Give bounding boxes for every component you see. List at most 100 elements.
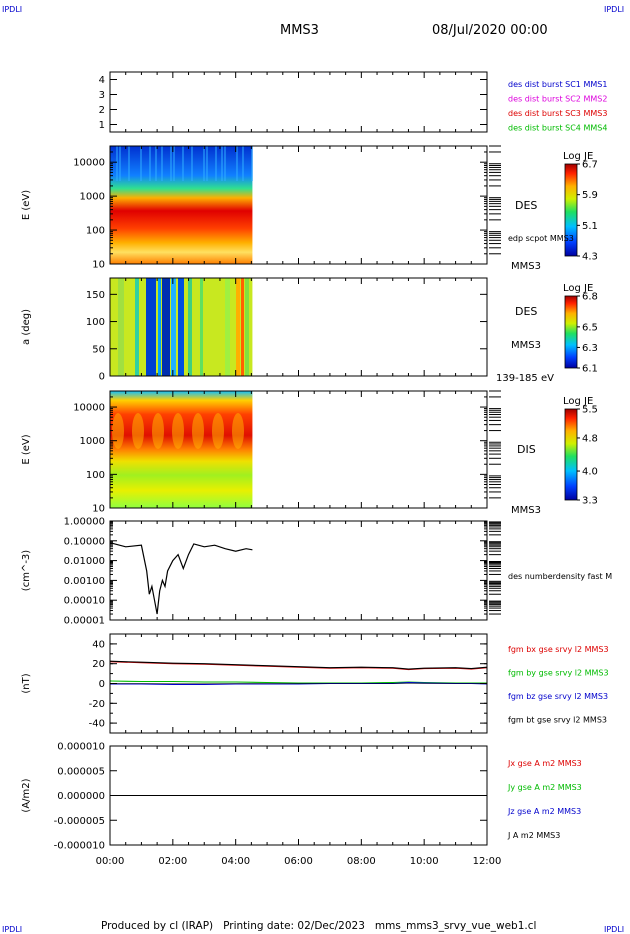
pitch-stripe xyxy=(135,278,139,376)
data-layer xyxy=(109,542,488,796)
des-energy-spectrogram xyxy=(110,146,253,264)
y-tick-label: 1000 xyxy=(80,436,105,447)
colorbar-tick-label: 6.5 xyxy=(582,322,598,333)
y-tick-label: 2 xyxy=(99,105,105,116)
spectrogram-blob xyxy=(212,413,224,449)
x-tick-label: 02:00 xyxy=(158,856,187,867)
x-tick-label: 08:00 xyxy=(347,856,376,867)
spectrogram-stripe xyxy=(149,146,151,181)
spectrogram-stripe xyxy=(251,146,253,181)
y-tick-label: 0 xyxy=(99,372,105,383)
energy-range-label: 139-185 eV xyxy=(496,373,554,384)
legend-entry: fgm bz gse srvy l2 MMS3 xyxy=(508,692,608,701)
colorbar-title: Log JE xyxy=(563,151,593,162)
y-tick-label: 0 xyxy=(99,679,105,690)
spectrogram-blob xyxy=(172,413,184,449)
legend-entry: fgm bx gse srvy l2 MMS3 xyxy=(508,645,609,654)
axes-layer: 00:00 02:00 04:00 06:00 08:00 10:00 12:00 4 3 2 1 d… xyxy=(21,71,612,867)
spectrogram-stripe xyxy=(215,146,217,181)
spectrogram-blob xyxy=(192,413,204,449)
y-tick-label: 4 xyxy=(99,75,105,86)
spectrogram-stripe xyxy=(206,146,208,181)
y-tick-label: 100 xyxy=(86,226,105,237)
spectrogram-stripe xyxy=(161,146,163,181)
spectrogram-blob xyxy=(112,413,124,449)
pitch-stripe xyxy=(171,278,176,376)
spectrogram-stripe xyxy=(140,146,142,181)
colorbar xyxy=(564,163,578,257)
panel-label: DES xyxy=(515,305,537,318)
spacecraft-title: MMS3 xyxy=(280,23,319,38)
pitch-stripe xyxy=(158,278,161,376)
y-axis-label: (A/m2) xyxy=(21,778,32,812)
density-line xyxy=(109,542,253,615)
y-tick-label: 0.00010 xyxy=(64,596,105,607)
spectrogram-stripe xyxy=(119,146,121,181)
panel-frame xyxy=(109,520,488,621)
y-tick-label: -40 xyxy=(89,719,105,730)
y-tick-label: 150 xyxy=(86,290,105,301)
pitch-stripe xyxy=(236,278,240,376)
legend-entry: Jy gse A m2 MMS3 xyxy=(507,783,582,792)
y-tick-label: 0.01000 xyxy=(64,556,105,567)
y-tick-label: 50 xyxy=(92,344,105,355)
y-tick-label: 1.00000 xyxy=(64,517,105,528)
y-tick-label: 10000 xyxy=(73,158,105,169)
spectrogram-stripe xyxy=(170,146,172,181)
y-tick-label: 0.000000 xyxy=(57,791,105,802)
colorbar-tick-label: 5.1 xyxy=(582,221,598,232)
y-tick-label: 1000 xyxy=(80,192,105,203)
colorbar xyxy=(564,408,578,501)
legend-entry: J A m2 MMS3 xyxy=(507,831,560,840)
legend-entry: des numberdensity fast M xyxy=(508,572,612,581)
panel-spacecraft: MMS3 xyxy=(511,340,541,351)
legend-entry: Jz gse A m2 MMS3 xyxy=(507,807,581,816)
y-tick-label: 100 xyxy=(86,317,105,328)
spectrogram-stripe xyxy=(116,146,118,181)
y-tick-label: 0.10000 xyxy=(64,536,105,547)
legend-entry: fgm bt gse srvy l2 MMS3 xyxy=(508,716,607,725)
spectrogram-stripe xyxy=(191,146,193,181)
colorbar-tick-label: 4.8 xyxy=(582,433,598,444)
colorbar-title: Log JE xyxy=(563,396,593,407)
corner-bl: IPDLI xyxy=(2,925,22,934)
background-layer xyxy=(110,146,253,508)
legend-entry: des dist burst SC4 MMS4 xyxy=(508,124,607,133)
y-axis-label: E (eV) xyxy=(21,190,32,220)
y-tick-label: 3 xyxy=(99,90,105,101)
y-axis-label: (nT) xyxy=(21,673,32,693)
legend-entry: Jx gse A m2 MMS3 xyxy=(507,759,582,768)
date-title: 08/Jul/2020 00:00 xyxy=(432,23,548,38)
colorbar-tick-label: 5.9 xyxy=(582,190,598,201)
y-tick-label: 10 xyxy=(92,260,105,271)
pitch-stripe xyxy=(188,278,192,376)
y-axis-label: (cm^-3) xyxy=(21,550,32,591)
pitch-stripe xyxy=(241,278,244,376)
x-tick-label: 10:00 xyxy=(410,856,439,867)
y-tick-label: -0.000005 xyxy=(54,816,105,827)
corner-tl: IPDLI xyxy=(2,5,22,14)
y-tick-label: -0.000010 xyxy=(54,841,105,852)
colorbar-tick-label: 3.3 xyxy=(582,496,598,507)
y-tick-label: 0.00001 xyxy=(64,616,105,627)
colorbar-title: Log JE xyxy=(563,283,593,294)
spectrogram-blob xyxy=(132,413,144,449)
panel-frame xyxy=(109,71,488,133)
legend-entry: des dist burst SC2 MMS2 xyxy=(508,95,607,104)
colorbar-tick-label: 6.8 xyxy=(582,292,598,303)
y-tick-label: 0.000010 xyxy=(57,742,105,753)
spectrogram-stripe xyxy=(128,146,130,181)
colorbar-tick-label: 6.7 xyxy=(582,160,598,171)
y-tick-label: 40 xyxy=(92,639,105,650)
dis-energy-spectrogram xyxy=(110,391,253,508)
spectrogram-stripe xyxy=(203,146,205,181)
legend-entry: des dist burst SC3 MMS3 xyxy=(508,109,607,118)
legend-entry: des dist burst SC1 MMS1 xyxy=(508,80,607,89)
colorbar xyxy=(564,295,578,369)
x-tick-label: 12:00 xyxy=(473,856,502,867)
pitch-stripe xyxy=(200,278,203,376)
y-tick-label: 1 xyxy=(99,120,105,131)
y-tick-label: 0.00100 xyxy=(64,576,105,587)
x-tick-label: 00:00 xyxy=(96,856,125,867)
spectrogram-stripe xyxy=(221,146,223,181)
